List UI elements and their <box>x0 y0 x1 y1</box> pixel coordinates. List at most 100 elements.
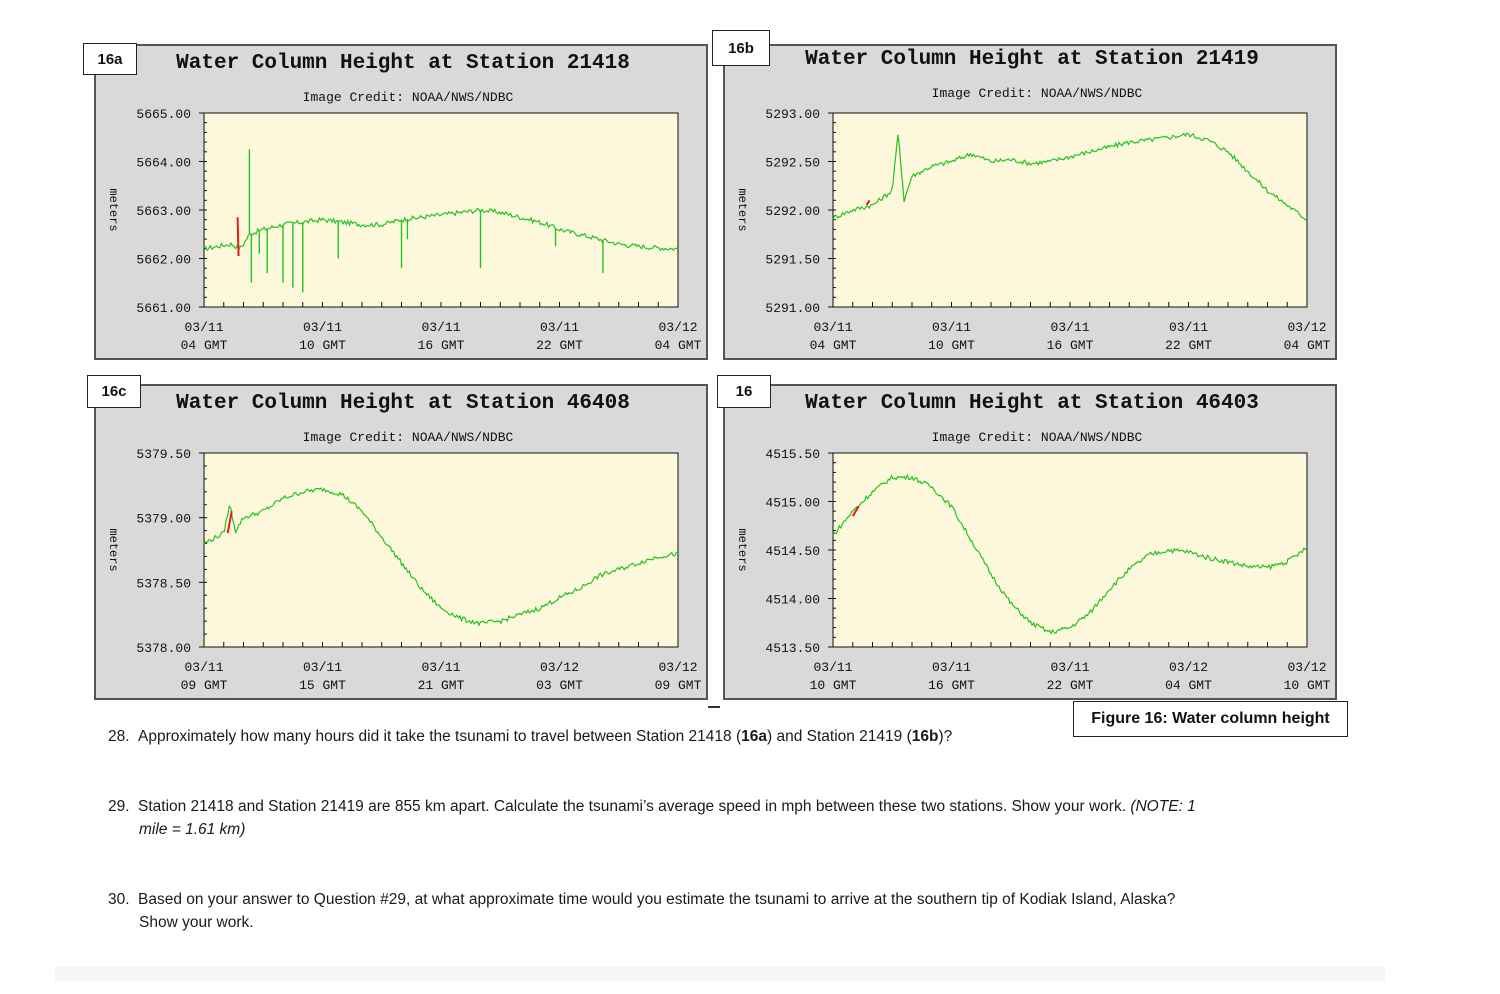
y-tick-label: 5665.00 <box>136 107 191 122</box>
x-tick-date: 03/11 <box>932 660 971 675</box>
question-number: 30. <box>108 891 130 908</box>
y-tick-label: 4514.50 <box>765 544 820 559</box>
x-tick-date: 03/11 <box>813 660 852 675</box>
y-axis-label: meters <box>735 188 749 231</box>
y-tick-label: 4514.00 <box>765 593 820 608</box>
x-tick-date: 03/12 <box>1287 320 1326 335</box>
x-tick-hour: 04 GMT <box>1165 678 1212 693</box>
y-tick-label: 5378.50 <box>136 576 191 591</box>
question-text: Show your work. <box>139 914 254 931</box>
y-tick-label: 5293.00 <box>765 107 820 122</box>
chart-panel-16: Water Column Height at Station 46403 Imag… <box>723 384 1337 700</box>
plot-area <box>832 112 1308 308</box>
panel-tag-16a: 16a <box>83 43 137 75</box>
chart-panel-16c: Water Column Height at Station 46408 Imag… <box>94 384 708 700</box>
x-tick-date: 03/12 <box>1169 660 1208 675</box>
x-tick-hour: 21 GMT <box>418 678 465 693</box>
image-credit: Image Credit: NOAA/NWS/NDBC <box>303 430 514 445</box>
x-tick-hour: 22 GMT <box>536 338 583 353</box>
chart-svg-16a: Water Column Height at Station 21418 Imag… <box>106 52 702 353</box>
figure-caption: Figure 16: Water column height <box>1073 701 1348 737</box>
chart-svg-16c: Water Column Height at Station 46408 Imag… <box>106 392 702 693</box>
question-text: Approximately how many hours did it take… <box>138 728 742 745</box>
question-text: ) and Station 21419 ( <box>766 728 912 745</box>
question-bold-ref: 16a <box>741 728 767 745</box>
y-tick-label: 4515.50 <box>765 447 820 462</box>
x-tick-hour: 16 GMT <box>928 678 975 693</box>
y-axis-label: meters <box>735 528 749 571</box>
y-tick-label: 5378.00 <box>136 641 191 656</box>
x-tick-hour: 16 GMT <box>418 338 465 353</box>
event-highlight <box>226 511 233 534</box>
x-tick-hour: 04 GMT <box>1284 338 1331 353</box>
y-tick-label: 5292.50 <box>765 156 820 171</box>
x-tick-date: 03/11 <box>184 660 223 675</box>
x-tick-hour: 04 GMT <box>181 338 228 353</box>
x-tick-date: 03/11 <box>421 320 460 335</box>
chart-title: Water Column Height at Station 46408 <box>176 392 630 415</box>
question-30: 30. Based on your answer to Question #29,… <box>108 888 1368 934</box>
image-credit: Image Credit: NOAA/NWS/NDBC <box>932 430 1143 445</box>
x-tick-hour: 22 GMT <box>1047 678 1094 693</box>
chart-title: Water Column Height at Station 21418 <box>176 52 630 75</box>
question-29: 29. Station 21418 and Station 21419 are 8… <box>108 795 1368 841</box>
y-tick-label: 5663.00 <box>136 204 191 219</box>
y-tick-label: 5291.50 <box>765 253 820 268</box>
x-tick-hour: 04 GMT <box>655 338 702 353</box>
divider-mark <box>708 706 720 708</box>
chart-svg-16b: Water Column Height at Station 21419 Imag… <box>735 48 1331 353</box>
question-text: Station 21418 and Station 21419 are 855 … <box>138 798 1127 815</box>
x-tick-date: 03/11 <box>1169 320 1208 335</box>
y-tick-label: 5379.50 <box>136 447 191 462</box>
y-tick-label: 5379.00 <box>136 512 191 527</box>
x-tick-hour: 04 GMT <box>810 338 857 353</box>
x-tick-hour: 22 GMT <box>1165 338 1212 353</box>
y-axis-label: meters <box>106 188 120 231</box>
x-tick-date: 03/12 <box>658 660 697 675</box>
plot-area <box>203 452 679 648</box>
chart-panel-16a: Water Column Height at Station 21418 Imag… <box>94 44 708 360</box>
x-tick-date: 03/11 <box>932 320 971 335</box>
event-highlight <box>236 217 240 257</box>
y-tick-label: 5662.00 <box>136 253 191 268</box>
chart-title: Water Column Height at Station 21419 <box>805 48 1259 71</box>
x-tick-hour: 10 GMT <box>1284 678 1331 693</box>
x-tick-date: 03/11 <box>1050 320 1089 335</box>
question-note: mile = 1.61 km) <box>139 821 246 838</box>
question-number: 28. <box>108 728 130 745</box>
y-tick-label: 5661.00 <box>136 301 191 316</box>
x-tick-date: 03/12 <box>540 660 579 675</box>
x-tick-hour: 09 GMT <box>655 678 702 693</box>
x-tick-date: 03/11 <box>421 660 460 675</box>
question-text: )? <box>938 728 953 745</box>
question-number: 29. <box>108 798 130 815</box>
y-tick-label: 4515.00 <box>765 496 820 511</box>
question-28: 28. Approximately how many hours did it t… <box>108 725 1368 748</box>
plot-area <box>203 112 679 308</box>
x-tick-date: 03/12 <box>1287 660 1326 675</box>
panel-tag-16: 16 <box>717 375 771 408</box>
question-bold-ref: 16b <box>911 728 939 745</box>
x-tick-date: 03/12 <box>658 320 697 335</box>
x-tick-date: 03/11 <box>184 320 223 335</box>
series-line <box>203 487 679 627</box>
image-credit: Image Credit: NOAA/NWS/NDBC <box>932 86 1143 101</box>
x-tick-date: 03/11 <box>540 320 579 335</box>
x-tick-date: 03/11 <box>303 320 342 335</box>
y-tick-label: 5664.00 <box>136 156 191 171</box>
event-highlight <box>851 505 860 517</box>
x-tick-hour: 09 GMT <box>181 678 228 693</box>
question-note: (NOTE: 1 <box>1130 798 1196 815</box>
y-tick-label: 4513.50 <box>765 641 820 656</box>
x-tick-hour: 15 GMT <box>299 678 346 693</box>
page-footer-fade <box>55 967 1385 981</box>
x-tick-date: 03/11 <box>303 660 342 675</box>
y-tick-label: 5292.00 <box>765 204 820 219</box>
x-tick-hour: 03 GMT <box>536 678 583 693</box>
chart-panel-16b: Water Column Height at Station 21419 Imag… <box>723 44 1337 360</box>
event-highlight <box>865 199 871 206</box>
x-tick-hour: 10 GMT <box>299 338 346 353</box>
x-tick-date: 03/11 <box>813 320 852 335</box>
x-tick-date: 03/11 <box>1050 660 1089 675</box>
panel-tag-16b: 16b <box>712 30 770 66</box>
